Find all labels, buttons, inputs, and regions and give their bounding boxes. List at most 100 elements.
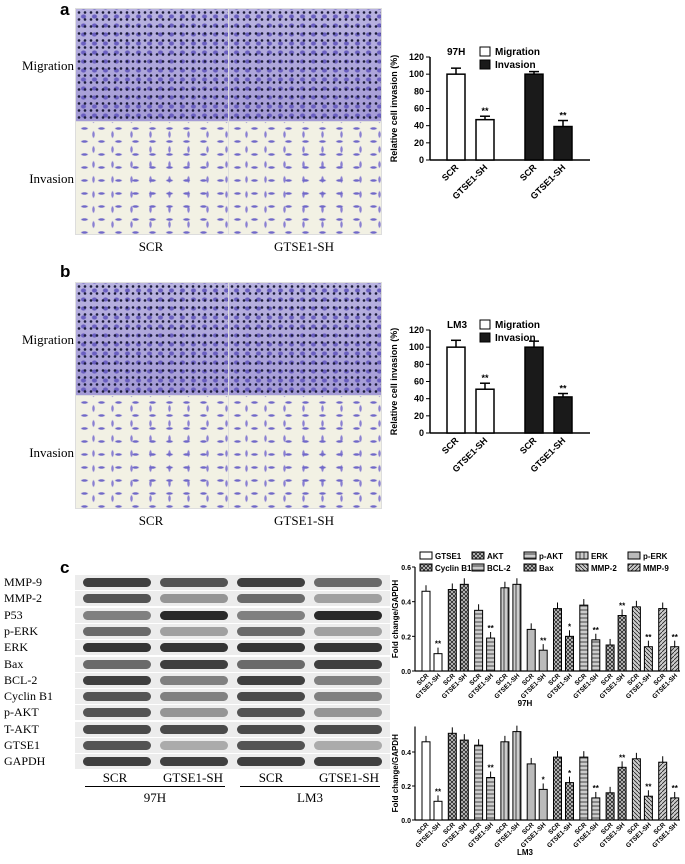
group-label: LM3 xyxy=(297,790,323,805)
significance-label: ** xyxy=(619,602,626,611)
y-axis-label: Relative cell invasion (%) xyxy=(389,55,399,163)
blot-label: BCL-2 xyxy=(4,672,38,687)
blot-band xyxy=(160,675,228,685)
panel-label-a: a xyxy=(60,0,70,19)
blot-band xyxy=(314,741,382,750)
blot-row-gtse1 xyxy=(75,738,390,754)
y-tick-label: 120 xyxy=(409,325,424,335)
bar xyxy=(605,644,615,672)
blot-band xyxy=(83,626,151,636)
y-tick-label: 0.2 xyxy=(401,784,411,791)
group-label: 97H xyxy=(143,790,167,805)
significance-label: ** xyxy=(645,782,652,791)
blot-band xyxy=(160,594,228,604)
bar xyxy=(421,741,431,821)
x-tick-label: SCR xyxy=(440,162,461,183)
blot-row-p-erk xyxy=(75,623,390,640)
blot-band xyxy=(83,692,151,702)
y-tick-label: 100 xyxy=(409,342,424,352)
x-tick-label: SCR xyxy=(518,435,539,456)
blot-band xyxy=(314,757,382,767)
blot-band xyxy=(160,578,228,587)
legend-swatch xyxy=(479,332,491,343)
blot-band xyxy=(83,708,151,718)
bar xyxy=(512,583,522,672)
bar xyxy=(658,608,668,672)
legend-swatch xyxy=(419,563,433,572)
micrograph-lm3-inv-gtse1-sh xyxy=(228,395,382,509)
blot-label: T-AKT xyxy=(4,721,39,736)
bar xyxy=(524,346,544,434)
significance-label: ** xyxy=(540,636,547,645)
lane-label: GTSE1-SH xyxy=(319,770,379,785)
legend-swatch xyxy=(419,551,433,560)
bar xyxy=(553,608,562,672)
bar xyxy=(446,73,466,161)
bar xyxy=(421,590,431,672)
y-tick-label: 0.4 xyxy=(401,750,411,757)
blot-band xyxy=(83,757,151,767)
micrograph-97h-inv-scr xyxy=(75,121,229,235)
row-label: Invasion xyxy=(29,171,74,186)
blot-band xyxy=(314,675,382,685)
lane-label: SCR xyxy=(258,770,284,785)
legend-label: ERK xyxy=(591,552,608,561)
blot-label: ERK xyxy=(4,640,28,655)
y-tick-label: 0 xyxy=(419,428,424,438)
bar xyxy=(475,118,495,161)
y-tick-label: 0.0 xyxy=(401,818,411,825)
significance-label: ** xyxy=(435,788,442,797)
col-label: SCR xyxy=(138,239,164,254)
blot-label: Bax xyxy=(4,656,24,671)
legend-label: Migration xyxy=(495,47,540,58)
bar xyxy=(605,792,615,821)
legend-label: Invasion xyxy=(495,333,536,344)
blot-band xyxy=(237,578,305,587)
bar xyxy=(631,758,641,821)
y-tick-label: 0.0 xyxy=(401,669,411,676)
blot-row-cyclin-b1 xyxy=(75,689,390,706)
blot-row-p-akt xyxy=(75,705,390,722)
bar xyxy=(617,766,627,821)
y-tick-label: 120 xyxy=(409,52,424,62)
blot-band xyxy=(237,708,305,718)
blot-label: GAPDH xyxy=(4,754,46,769)
bar xyxy=(643,646,653,672)
blot-band xyxy=(237,659,305,669)
blot-band xyxy=(160,741,228,750)
y-tick-label: 0 xyxy=(419,155,424,165)
blot-band xyxy=(160,643,228,653)
legend-swatch xyxy=(523,551,537,560)
blot-band xyxy=(160,692,228,702)
row-label: Invasion xyxy=(29,445,74,460)
significance-label: ** xyxy=(481,106,489,116)
bar xyxy=(538,649,548,672)
micrograph-97h-inv-gtse1-sh xyxy=(228,121,382,235)
blot-band xyxy=(160,626,228,636)
significance-label: * xyxy=(542,776,546,785)
blot-band xyxy=(83,659,151,669)
blot-band xyxy=(237,724,305,734)
micrograph-lm3-mig-scr xyxy=(75,282,229,396)
bar xyxy=(617,615,627,672)
bar xyxy=(474,609,484,672)
blot-band xyxy=(83,741,151,750)
bar xyxy=(579,756,589,821)
micrograph-lm3-mig-gtse1-sh xyxy=(228,282,382,396)
legend-swatch xyxy=(627,551,641,560)
significance-label: * xyxy=(568,622,572,631)
blot-band xyxy=(83,594,151,604)
legend-label: Cyclin B1 xyxy=(435,564,472,573)
blot-row-bax xyxy=(75,656,390,673)
significance-label: ** xyxy=(645,633,652,642)
y-tick-label: 80 xyxy=(414,359,424,369)
blot-label: p-AKT xyxy=(4,705,39,720)
legend-swatch xyxy=(479,46,491,57)
bar xyxy=(486,777,496,821)
blot-band xyxy=(237,692,305,702)
blot-band xyxy=(160,724,228,734)
micrograph-97h-mig-scr xyxy=(75,8,229,122)
y-tick-label: 40 xyxy=(414,394,424,404)
y-tick-label: 0.2 xyxy=(401,634,411,641)
